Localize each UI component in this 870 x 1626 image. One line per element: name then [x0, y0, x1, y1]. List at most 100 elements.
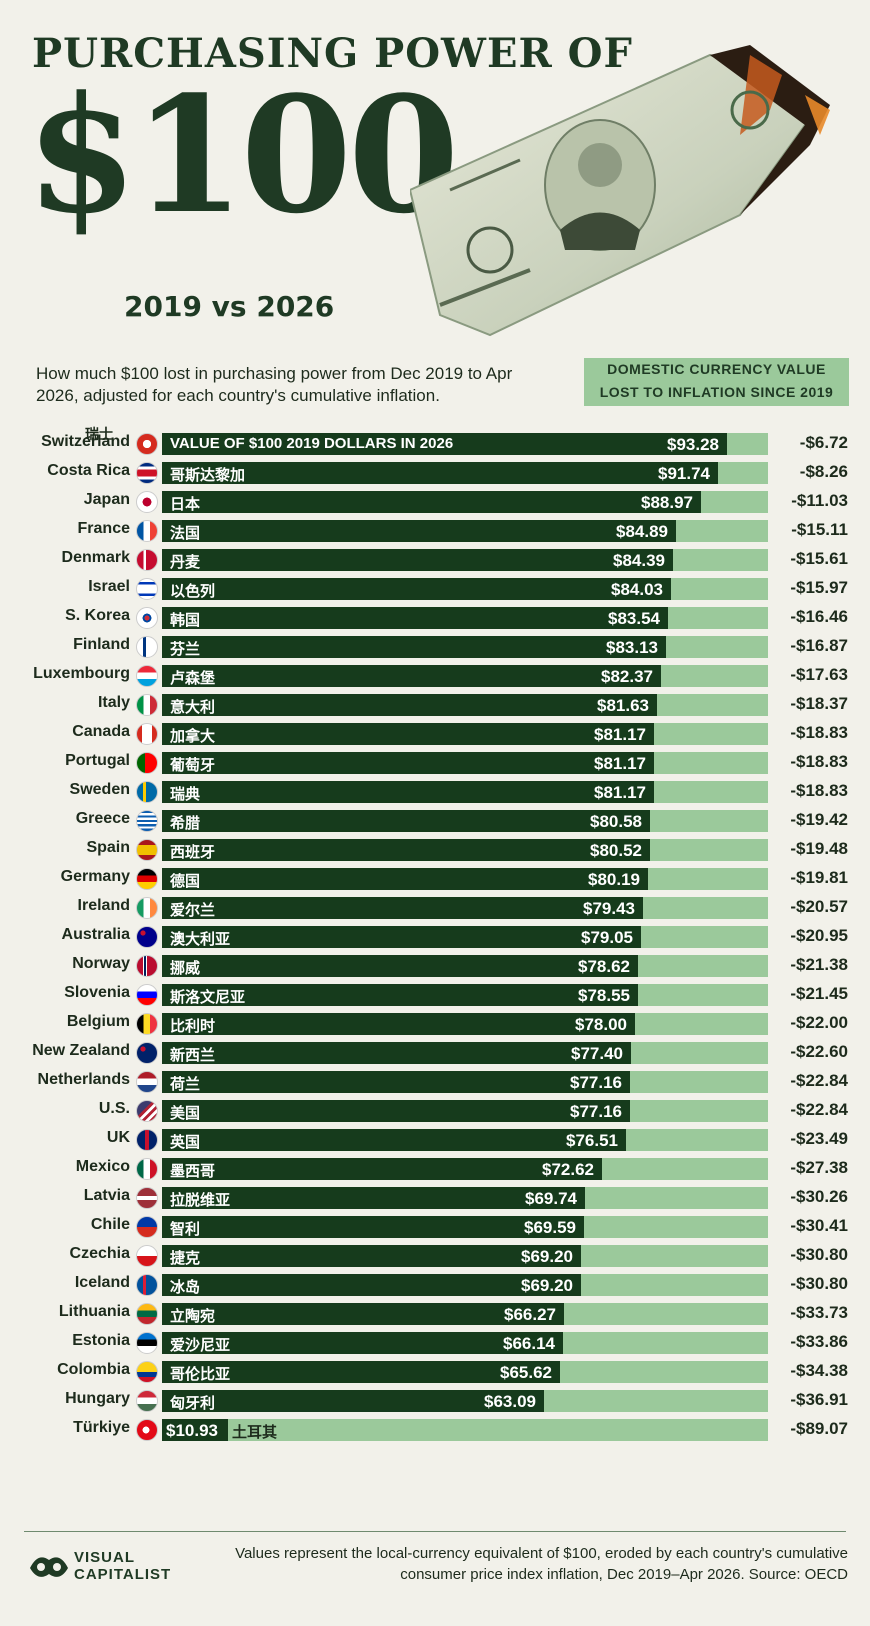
lost-value-label: -$30.41	[790, 1216, 848, 1235]
country-label: Israel	[88, 578, 130, 595]
legend-line2: LOST TO INFLATION SINCE 2019	[599, 384, 834, 400]
value-label: $81.17	[594, 783, 646, 802]
flag-hu-icon	[136, 1390, 158, 1412]
native-name-label: 爱尔兰	[170, 902, 216, 919]
flag-se-icon	[136, 781, 158, 803]
value-label: $81.17	[594, 725, 646, 744]
chart-row: Czechia 捷克 $69.20 -$30.80	[0, 1242, 870, 1270]
country-label: Denmark	[61, 549, 130, 566]
flag-gr-icon	[136, 810, 158, 832]
country-label: Hungary	[65, 1390, 130, 1407]
bar: 哥斯达黎加 $91.74	[162, 462, 718, 484]
country-label: Italy	[97, 694, 130, 711]
flag-lu-icon	[136, 665, 158, 687]
bar: 希腊 $80.58	[162, 810, 650, 832]
value-label: $69.20	[521, 1247, 573, 1266]
bar: 立陶宛 $66.27	[162, 1303, 564, 1325]
bar: 捷克 $69.20	[162, 1245, 581, 1267]
chart-row: Costa Rica 哥斯达黎加 $91.74 -$8.26	[0, 459, 870, 487]
country-label: Australia	[61, 926, 130, 943]
bar-track: 比利时 $78.00	[162, 1013, 768, 1035]
value-label: $66.14	[503, 1334, 555, 1353]
flag-no-icon	[136, 955, 158, 977]
value-label: $78.55	[578, 986, 630, 1005]
bar-track: 捷克 $69.20	[162, 1245, 768, 1267]
value-label: $84.89	[616, 522, 668, 541]
footnote: Values represent the local-currency equi…	[235, 1545, 848, 1583]
native-name-label: 加拿大	[170, 728, 216, 745]
bar-track: 哥伦比亚 $65.62	[162, 1361, 768, 1383]
native-name-label: 以色列	[170, 583, 216, 600]
bar-track: 爱尔兰 $79.43	[162, 897, 768, 919]
bar: 葡萄牙 $81.17	[162, 752, 654, 774]
subtitle: 2019 vs 2026	[124, 290, 335, 323]
flag-ch-icon	[136, 433, 158, 455]
chart-row: Germany 德国 $80.19 -$19.81	[0, 865, 870, 893]
bar-track: 卢森堡 $82.37	[162, 665, 768, 687]
bar: 爱沙尼亚 $66.14	[162, 1332, 563, 1354]
bar-track: 哥斯达黎加 $91.74	[162, 462, 768, 484]
bar-track: 智利 $69.59	[162, 1216, 768, 1238]
chart-row: Colombia 哥伦比亚 $65.62 -$34.38	[0, 1358, 870, 1386]
value-label: $63.09	[484, 1392, 536, 1411]
country-label: Ireland	[77, 897, 130, 914]
value-label: $72.62	[542, 1160, 594, 1179]
bar: 芬兰 $83.13	[162, 636, 666, 658]
lost-value-label: -$18.83	[790, 781, 848, 800]
bar: 卢森堡 $82.37	[162, 665, 661, 687]
logo-line1: VISUAL	[74, 1549, 136, 1566]
native-name-label: 新西兰	[170, 1047, 216, 1064]
flag-lv-icon	[136, 1187, 158, 1209]
flag-pt-icon	[136, 752, 158, 774]
bar-track: 匈牙利 $63.09	[162, 1390, 768, 1412]
value-label: $81.17	[594, 754, 646, 773]
lost-value-label: -$11.03	[791, 491, 848, 510]
chart-row: Iceland 冰岛 $69.20 -$30.80	[0, 1271, 870, 1299]
bar-track: $10.93 土耳其	[162, 1419, 768, 1441]
bar-track: 爱沙尼亚 $66.14	[162, 1332, 768, 1354]
native-name-label: 日本	[170, 496, 201, 513]
value-label: $83.13	[606, 638, 658, 657]
native-name-label: 芬兰	[170, 641, 201, 658]
native-name-label: 斯洛文尼亚	[170, 989, 246, 1006]
lost-value-label: -$22.84	[790, 1071, 848, 1090]
lost-value-label: -$30.26	[790, 1187, 848, 1206]
chart-row: New Zealand 新西兰 $77.40 -$22.60	[0, 1039, 870, 1067]
native-name-label: 土耳其	[232, 1424, 278, 1441]
lost-value-label: -$8.26	[799, 462, 848, 481]
flag-ie-icon	[136, 897, 158, 919]
flag-nl-icon	[136, 1071, 158, 1093]
legend-line1: DOMESTIC CURRENCY VALUE	[607, 361, 826, 377]
lost-value-label: -$34.38	[790, 1361, 848, 1380]
flag-cz-icon	[136, 1245, 158, 1267]
value-label: $84.39	[613, 551, 665, 570]
country-label: Iceland	[74, 1274, 130, 1291]
bar-track: 希腊 $80.58	[162, 810, 768, 832]
bar-track: 芬兰 $83.13	[162, 636, 768, 658]
native-name-label: 丹麦	[170, 554, 201, 571]
native-name-label: 法国	[170, 525, 201, 542]
footer-divider	[24, 1531, 846, 1532]
native-name-label: 澳大利亚	[170, 931, 231, 948]
country-label: Colombia	[57, 1361, 130, 1378]
country-label: Greece	[75, 810, 130, 827]
flag-co-icon	[136, 1361, 158, 1383]
value-label: $77.16	[570, 1073, 622, 1092]
bar: 匈牙利 $63.09	[162, 1390, 544, 1412]
lost-value-label: -$21.38	[790, 955, 848, 974]
country-label: UK	[106, 1129, 130, 1146]
flag-it-icon	[136, 694, 158, 716]
flag-is-icon	[136, 1274, 158, 1296]
chart-row: Norway 挪威 $78.62 -$21.38	[0, 952, 870, 980]
country-label: U.S.	[98, 1100, 130, 1117]
country-label: Mexico	[75, 1158, 130, 1175]
lost-value-label: -$89.07	[790, 1419, 848, 1438]
lost-value-label: -$36.91	[790, 1390, 848, 1409]
bar: 新西兰 $77.40	[162, 1042, 631, 1064]
bar-track: 荷兰 $77.16	[162, 1071, 768, 1093]
lost-value-label: -$6.72	[799, 433, 848, 452]
bar: $10.93	[162, 1419, 228, 1441]
bar: 意大利 $81.63	[162, 694, 657, 716]
bar: 冰岛 $69.20	[162, 1274, 581, 1296]
value-label: $69.59	[524, 1218, 576, 1237]
